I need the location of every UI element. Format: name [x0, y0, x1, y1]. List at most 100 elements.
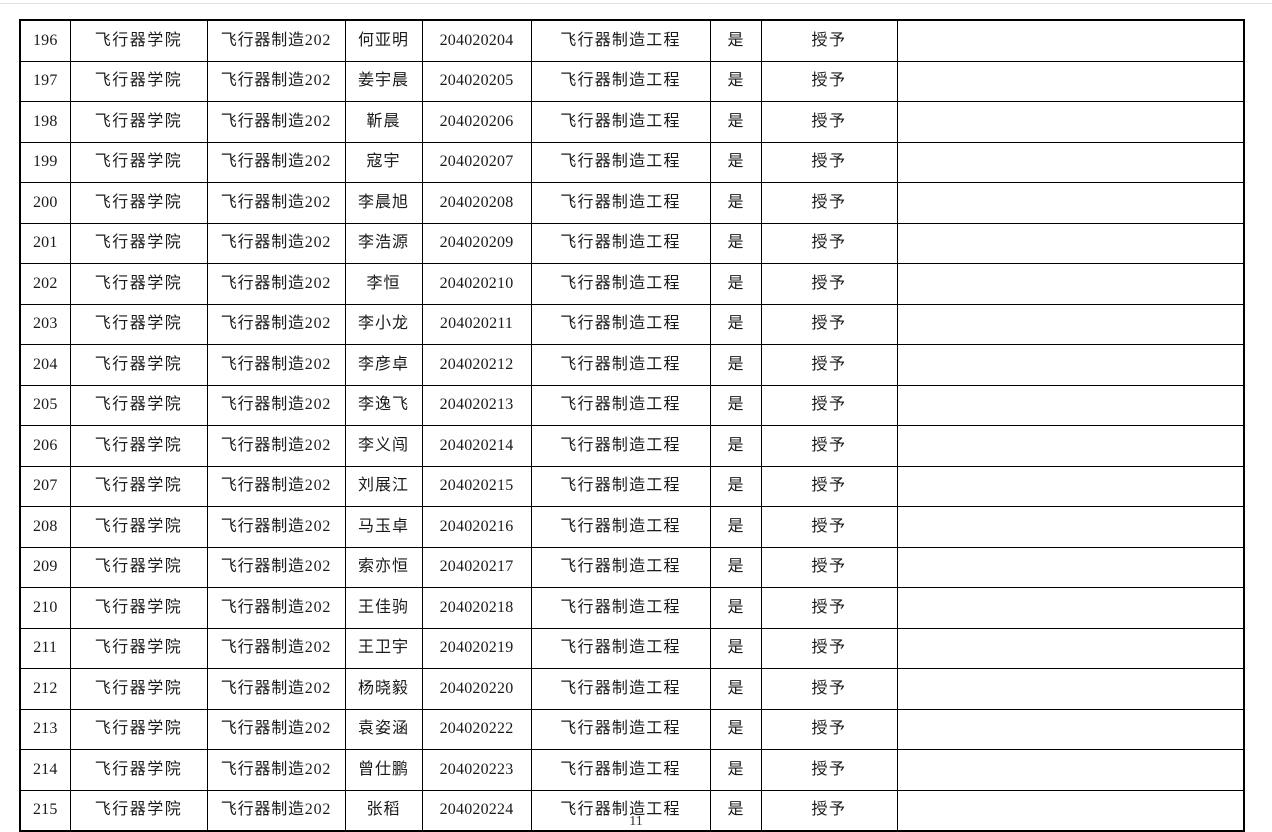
- cell-college: 飞行器学院: [69, 668, 208, 710]
- cell-row-number: 210: [19, 587, 71, 629]
- cell-eligibility: 是: [709, 222, 762, 264]
- cell-row-number: 204: [19, 344, 71, 386]
- table-row: 202 飞行器学院 飞行器制造202 李恒 204020210 飞行器制造工程是授予: [19, 263, 1245, 305]
- cell-major: 飞行器制造工程: [530, 627, 711, 669]
- cell-major: 飞行器制造工程: [530, 60, 711, 102]
- cell-student-id: 204020214: [421, 425, 532, 467]
- cell-degree-status: 授予: [760, 708, 898, 750]
- cell-degree-status: 授予: [760, 141, 898, 183]
- cell-student-id: 204020208: [421, 182, 532, 224]
- cell-class: 飞行器制造202: [206, 465, 346, 507]
- cell-degree-status: 授予: [760, 587, 898, 629]
- cell-major: 飞行器制造工程: [530, 587, 711, 629]
- cell-remarks: [896, 708, 1245, 750]
- cell-row-number: 209: [19, 546, 71, 588]
- cell-major: 飞行器制造工程: [530, 708, 711, 750]
- cell-degree-status: 授予: [760, 465, 898, 507]
- cell-college: 飞行器学院: [69, 749, 208, 791]
- cell-major: 飞行器制造工程: [530, 101, 711, 143]
- cell-class: 飞行器制造202: [206, 749, 346, 791]
- cell-degree-status: 授予: [760, 101, 898, 143]
- table-row: 208 飞行器学院 飞行器制造202 马玉卓 204020216 飞行器制造工程是授予: [19, 506, 1245, 548]
- table-row: 214 飞行器学院 飞行器制造202 曾仕鹏 204020223 飞行器制造工程是授予: [19, 749, 1245, 791]
- cell-class: 飞行器制造202: [206, 141, 346, 183]
- table-row: 200 飞行器学院 飞行器制造202 李晨旭 204020208 飞行器制造工程是授予: [19, 182, 1245, 224]
- cell-eligibility: 是: [709, 263, 762, 305]
- cell-degree-status: 授予: [760, 60, 898, 102]
- cell-row-number: 201: [19, 222, 71, 264]
- cell-college: 飞行器学院: [69, 506, 208, 548]
- cell-row-number: 197: [19, 60, 71, 102]
- cell-eligibility: 是: [709, 182, 762, 224]
- cell-student-id: 204020220: [421, 668, 532, 710]
- cell-student-name: 王卫宇: [344, 627, 423, 669]
- cell-eligibility: 是: [709, 587, 762, 629]
- cell-college: 飞行器学院: [69, 101, 208, 143]
- cell-major: 飞行器制造工程: [530, 141, 711, 183]
- cell-eligibility: 是: [709, 101, 762, 143]
- cell-degree-status: 授予: [760, 425, 898, 467]
- cell-remarks: [896, 60, 1245, 102]
- cell-student-id: 204020213: [421, 384, 532, 426]
- table-row: 204 飞行器学院 飞行器制造202 李彦卓 204020212 飞行器制造工程是授予: [19, 344, 1245, 386]
- table-row: 203 飞行器学院 飞行器制造202 李小龙 204020211 飞行器制造工程是授予: [19, 303, 1245, 345]
- cell-student-name: 李浩源: [344, 222, 423, 264]
- cell-major: 飞行器制造工程: [530, 303, 711, 345]
- cell-remarks: [896, 465, 1245, 507]
- table-row: 201 飞行器学院 飞行器制造202 李浩源 204020209 飞行器制造工程是授予: [19, 222, 1245, 264]
- cell-student-id: 204020224: [421, 789, 532, 832]
- cell-eligibility: 是: [709, 627, 762, 669]
- cell-major: 飞行器制造工程: [530, 546, 711, 588]
- cell-class: 飞行器制造202: [206, 587, 346, 629]
- cell-degree-status: 授予: [760, 263, 898, 305]
- cell-degree-status: 授予: [760, 222, 898, 264]
- cell-student-id: 204020207: [421, 141, 532, 183]
- cell-student-id: 204020206: [421, 101, 532, 143]
- page-number: 11: [629, 814, 643, 829]
- cell-major: 飞行器制造工程: [530, 263, 711, 305]
- cell-class: 飞行器制造202: [206, 19, 346, 62]
- cell-major: 飞行器制造工程: [530, 344, 711, 386]
- table-row: 211 飞行器学院 飞行器制造202 王卫宇 204020219 飞行器制造工程是授予: [19, 627, 1245, 669]
- cell-degree-status: 授予: [760, 749, 898, 791]
- cell-row-number: 207: [19, 465, 71, 507]
- cell-row-number: 205: [19, 384, 71, 426]
- cell-student-name: 靳晨: [344, 101, 423, 143]
- cell-class: 飞行器制造202: [206, 384, 346, 426]
- cell-row-number: 200: [19, 182, 71, 224]
- cell-eligibility: 是: [709, 749, 762, 791]
- cell-remarks: [896, 19, 1245, 62]
- cell-college: 飞行器学院: [69, 384, 208, 426]
- cell-class: 飞行器制造202: [206, 546, 346, 588]
- cell-degree-status: 授予: [760, 303, 898, 345]
- cell-class: 飞行器制造202: [206, 627, 346, 669]
- cell-eligibility: 是: [709, 425, 762, 467]
- cell-college: 飞行器学院: [69, 19, 208, 62]
- cell-class: 飞行器制造202: [206, 222, 346, 264]
- cell-student-id: 204020223: [421, 749, 532, 791]
- cell-row-number: 214: [19, 749, 71, 791]
- cell-student-id: 204020205: [421, 60, 532, 102]
- cell-degree-status: 授予: [760, 182, 898, 224]
- cell-student-name: 李晨旭: [344, 182, 423, 224]
- cell-class: 飞行器制造202: [206, 60, 346, 102]
- cell-major: 飞行器制造工程: [530, 749, 711, 791]
- cell-student-name: 袁姿涵: [344, 708, 423, 750]
- cell-class: 飞行器制造202: [206, 708, 346, 750]
- cell-student-name: 李小龙: [344, 303, 423, 345]
- cell-college: 飞行器学院: [69, 627, 208, 669]
- cell-college: 飞行器学院: [69, 344, 208, 386]
- cell-class: 飞行器制造202: [206, 425, 346, 467]
- table-row: 206 飞行器学院 飞行器制造202 李义闯 204020214 飞行器制造工程是授予: [19, 425, 1245, 467]
- cell-class: 飞行器制造202: [206, 506, 346, 548]
- cell-remarks: [896, 384, 1245, 426]
- cell-student-id: 204020210: [421, 263, 532, 305]
- cell-eligibility: 是: [709, 303, 762, 345]
- cell-student-name: 刘展江: [344, 465, 423, 507]
- cell-college: 飞行器学院: [69, 222, 208, 264]
- cell-class: 飞行器制造202: [206, 303, 346, 345]
- cell-student-id: 204020211: [421, 303, 532, 345]
- cell-eligibility: 是: [709, 19, 762, 62]
- cell-remarks: [896, 182, 1245, 224]
- cell-class: 飞行器制造202: [206, 668, 346, 710]
